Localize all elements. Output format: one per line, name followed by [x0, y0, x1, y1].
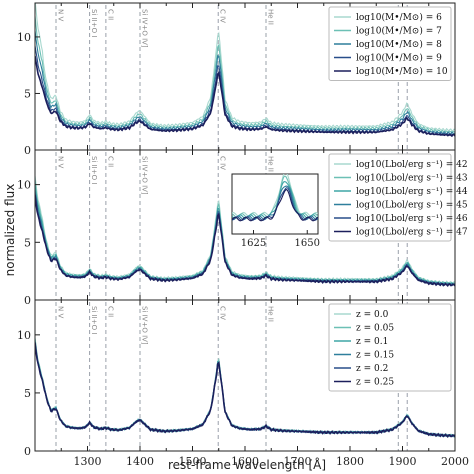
- inset-x-tick-label: 1625: [241, 238, 266, 249]
- legend-label: log10(M•/M⊙) = 7: [356, 26, 442, 37]
- x-tick-label: 1500: [179, 455, 207, 468]
- series-line: [35, 194, 455, 288]
- inset-series-group: [232, 174, 318, 222]
- series-line: [35, 55, 455, 138]
- legend-label: z = 0.25: [356, 378, 394, 388]
- legend-label: z = 0.05: [356, 324, 394, 334]
- x-tick-label: 1600: [231, 455, 259, 468]
- legend-label: log10(Lbol/erg s⁻¹) = 45: [356, 200, 468, 211]
- x-tick-label: 1900: [389, 455, 417, 468]
- legend-label: z = 0.1: [356, 337, 388, 347]
- emission-line-label: N V: [57, 156, 65, 168]
- emission-line-label: Si IV+O IV]: [141, 9, 149, 48]
- y-tick-label: 0: [24, 144, 31, 157]
- emission-line-label: He II: [267, 306, 275, 322]
- y-tick-label: 10: [17, 31, 31, 44]
- emission-line-label: C II: [106, 9, 114, 20]
- legend-box: [328, 303, 452, 392]
- legend-label: log10(Lbol/erg s⁻¹) = 44: [356, 186, 468, 197]
- series-line: [35, 15, 455, 133]
- y-tick-label: 0: [24, 294, 31, 307]
- inset-x-tick-label: 1650: [295, 238, 320, 249]
- y-axis-title: normalized flux: [3, 184, 17, 277]
- emission-line-label: He II: [267, 156, 275, 172]
- series-line: [35, 342, 455, 438]
- inset-series-line: [232, 188, 318, 222]
- emission-line-label: He II: [267, 9, 275, 25]
- legend-box: [328, 6, 452, 81]
- x-tick-label: 1700: [284, 455, 312, 468]
- legend-label: log10(Lbol/erg s⁻¹) = 43: [356, 173, 468, 184]
- inset-panel: 1625 1650: [231, 173, 320, 249]
- emission-line-label: Si II+O I: [90, 306, 98, 334]
- emission-line-label: Si II+O I: [90, 9, 98, 37]
- legend-label: z = 0.2: [356, 364, 388, 374]
- emission-line-label: C IV: [219, 9, 227, 23]
- emission-line-label: C IV: [219, 156, 227, 170]
- series-line: [35, 3, 455, 132]
- y-tick-label: 10: [17, 329, 31, 342]
- y-tick-label: 10: [17, 179, 31, 192]
- legend-box: [328, 153, 452, 242]
- y-tick-label: 5: [24, 236, 31, 249]
- x-tick-label: 1300: [74, 455, 102, 468]
- y-tick-label: 5: [24, 87, 31, 100]
- panels-group: N V Si II+O I C II Si IV+O IV] C IV He II Si I…: [17, 2, 469, 468]
- x-axis-title: rest-frame wavelength [Å]: [168, 457, 326, 472]
- x-tick-label: 1800: [336, 455, 364, 468]
- legend-label: log10(M•/M⊙) = 6: [356, 12, 442, 23]
- emission-line-label: C II: [106, 156, 114, 167]
- emission-line-label: N V: [57, 306, 65, 318]
- x-tick-label: 1400: [126, 455, 154, 468]
- legend-label: log10(Lbol/erg s⁻¹) = 47: [356, 227, 468, 238]
- legend-label: z = 0.0: [356, 310, 389, 320]
- emission-line-label: C II: [106, 306, 114, 317]
- emission-line-label: Si IV+O IV]: [141, 306, 149, 345]
- legend-label: z = 0.15: [356, 351, 394, 361]
- series-group: [35, 175, 455, 288]
- legend-label: log10(M•/M⊙) = 8: [356, 39, 442, 50]
- emission-line-label: Si II+O I: [90, 156, 98, 184]
- emission-line-label: Si IV+O IV]: [141, 156, 149, 195]
- series-group: [35, 3, 455, 138]
- legend-label: log10(M•/M⊙) = 9: [356, 53, 442, 64]
- legend-label: log10(Lbol/erg s⁻¹) = 46: [356, 213, 468, 224]
- x-tick-label: 2000: [441, 455, 469, 468]
- legend-label: log10(M•/M⊙) = 10: [356, 66, 448, 77]
- y-tick-label: 5: [24, 387, 31, 400]
- emission-line-label: N V: [57, 9, 65, 21]
- emission-line-label: C IV: [219, 306, 227, 320]
- y-tick-label: 0: [24, 445, 31, 458]
- legend-label: log10(Lbol/erg s⁻¹) = 42: [356, 159, 468, 170]
- series-group: [35, 337, 455, 438]
